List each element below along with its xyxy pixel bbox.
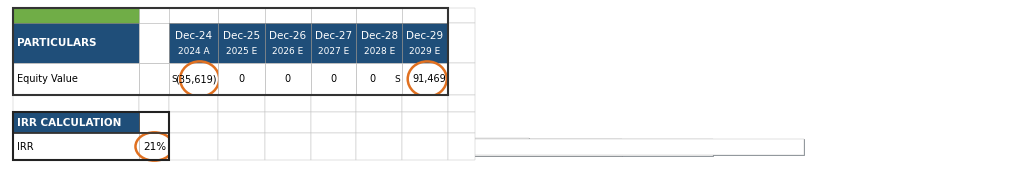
Bar — [447, 8, 475, 23]
Bar — [218, 133, 264, 160]
Text: S: S — [394, 74, 400, 83]
Bar — [264, 138, 529, 155]
Bar — [356, 95, 402, 112]
Text: 21%: 21% — [142, 142, 166, 152]
Bar — [447, 112, 475, 133]
Bar — [13, 8, 447, 95]
Bar — [264, 63, 311, 95]
Text: Dec-28: Dec-28 — [360, 31, 397, 41]
Bar — [264, 133, 311, 160]
Bar — [402, 63, 447, 95]
Bar — [447, 23, 475, 63]
Bar — [13, 112, 169, 133]
Text: Dec-24: Dec-24 — [175, 31, 212, 41]
Text: IRR: IRR — [16, 142, 34, 152]
Bar — [356, 133, 402, 160]
Bar — [139, 95, 169, 112]
Bar — [356, 112, 402, 133]
Text: (35,619): (35,619) — [175, 74, 216, 84]
Bar — [218, 23, 264, 63]
Text: IRR CALCULATION: IRR CALCULATION — [16, 117, 121, 127]
Bar — [169, 8, 218, 23]
Bar — [356, 139, 713, 155]
Text: 2026 E: 2026 E — [272, 47, 303, 56]
Bar — [218, 112, 264, 133]
Bar — [13, 112, 139, 133]
Bar — [13, 95, 139, 112]
Text: S: S — [171, 74, 177, 83]
Bar — [311, 139, 622, 155]
Bar — [447, 63, 475, 95]
Text: 2024 A: 2024 A — [178, 47, 210, 56]
Bar — [402, 95, 447, 112]
Bar — [169, 63, 218, 95]
Text: Dec-29: Dec-29 — [407, 31, 443, 41]
Bar — [13, 112, 169, 160]
Bar — [169, 95, 218, 112]
Bar — [311, 112, 356, 133]
Bar — [447, 95, 475, 112]
Text: Dec-25: Dec-25 — [223, 31, 260, 41]
Bar — [311, 63, 356, 95]
Bar — [218, 138, 436, 155]
Text: 2029 E: 2029 E — [410, 47, 440, 56]
Bar — [311, 133, 356, 160]
Bar — [169, 137, 339, 154]
Bar — [311, 23, 356, 63]
Bar — [169, 23, 218, 63]
Bar — [311, 139, 622, 155]
Bar — [402, 133, 447, 160]
Bar — [13, 8, 139, 23]
Bar — [402, 139, 804, 155]
Bar — [402, 112, 447, 133]
Text: 2027 E: 2027 E — [318, 47, 349, 56]
Bar — [356, 139, 713, 155]
Bar — [356, 63, 402, 95]
Bar — [139, 8, 169, 23]
Bar — [264, 95, 311, 112]
Bar — [264, 23, 311, 63]
Bar — [356, 8, 402, 23]
Bar — [311, 95, 356, 112]
Bar — [13, 133, 169, 160]
Bar — [402, 139, 804, 155]
Bar — [139, 23, 169, 63]
Bar — [447, 133, 475, 160]
Text: Equity Value: Equity Value — [16, 74, 78, 84]
Bar — [169, 112, 218, 133]
Bar — [139, 63, 169, 95]
Text: 0: 0 — [285, 74, 291, 84]
Bar — [13, 23, 139, 63]
Text: PARTICULARS: PARTICULARS — [16, 38, 96, 48]
Bar — [402, 8, 447, 23]
Bar — [218, 95, 264, 112]
Bar — [264, 112, 311, 133]
Bar — [13, 63, 139, 95]
Text: 2025 E: 2025 E — [225, 47, 257, 56]
Text: 0: 0 — [331, 74, 337, 84]
Bar — [218, 138, 436, 155]
Text: Dec-27: Dec-27 — [315, 31, 352, 41]
Bar — [356, 23, 402, 63]
Bar — [139, 112, 169, 133]
Text: 91,469: 91,469 — [413, 74, 446, 84]
Bar — [169, 137, 339, 154]
Bar — [402, 23, 447, 63]
Bar — [264, 8, 311, 23]
Text: Dec-26: Dec-26 — [269, 31, 306, 41]
Bar — [264, 138, 529, 155]
Bar — [311, 8, 356, 23]
Bar — [139, 133, 169, 160]
Text: 2028 E: 2028 E — [364, 47, 395, 56]
Text: 0: 0 — [370, 74, 376, 84]
Bar — [218, 63, 264, 95]
Text: 0: 0 — [239, 74, 245, 84]
Bar — [13, 133, 139, 160]
Bar — [218, 8, 264, 23]
Bar — [169, 133, 218, 160]
